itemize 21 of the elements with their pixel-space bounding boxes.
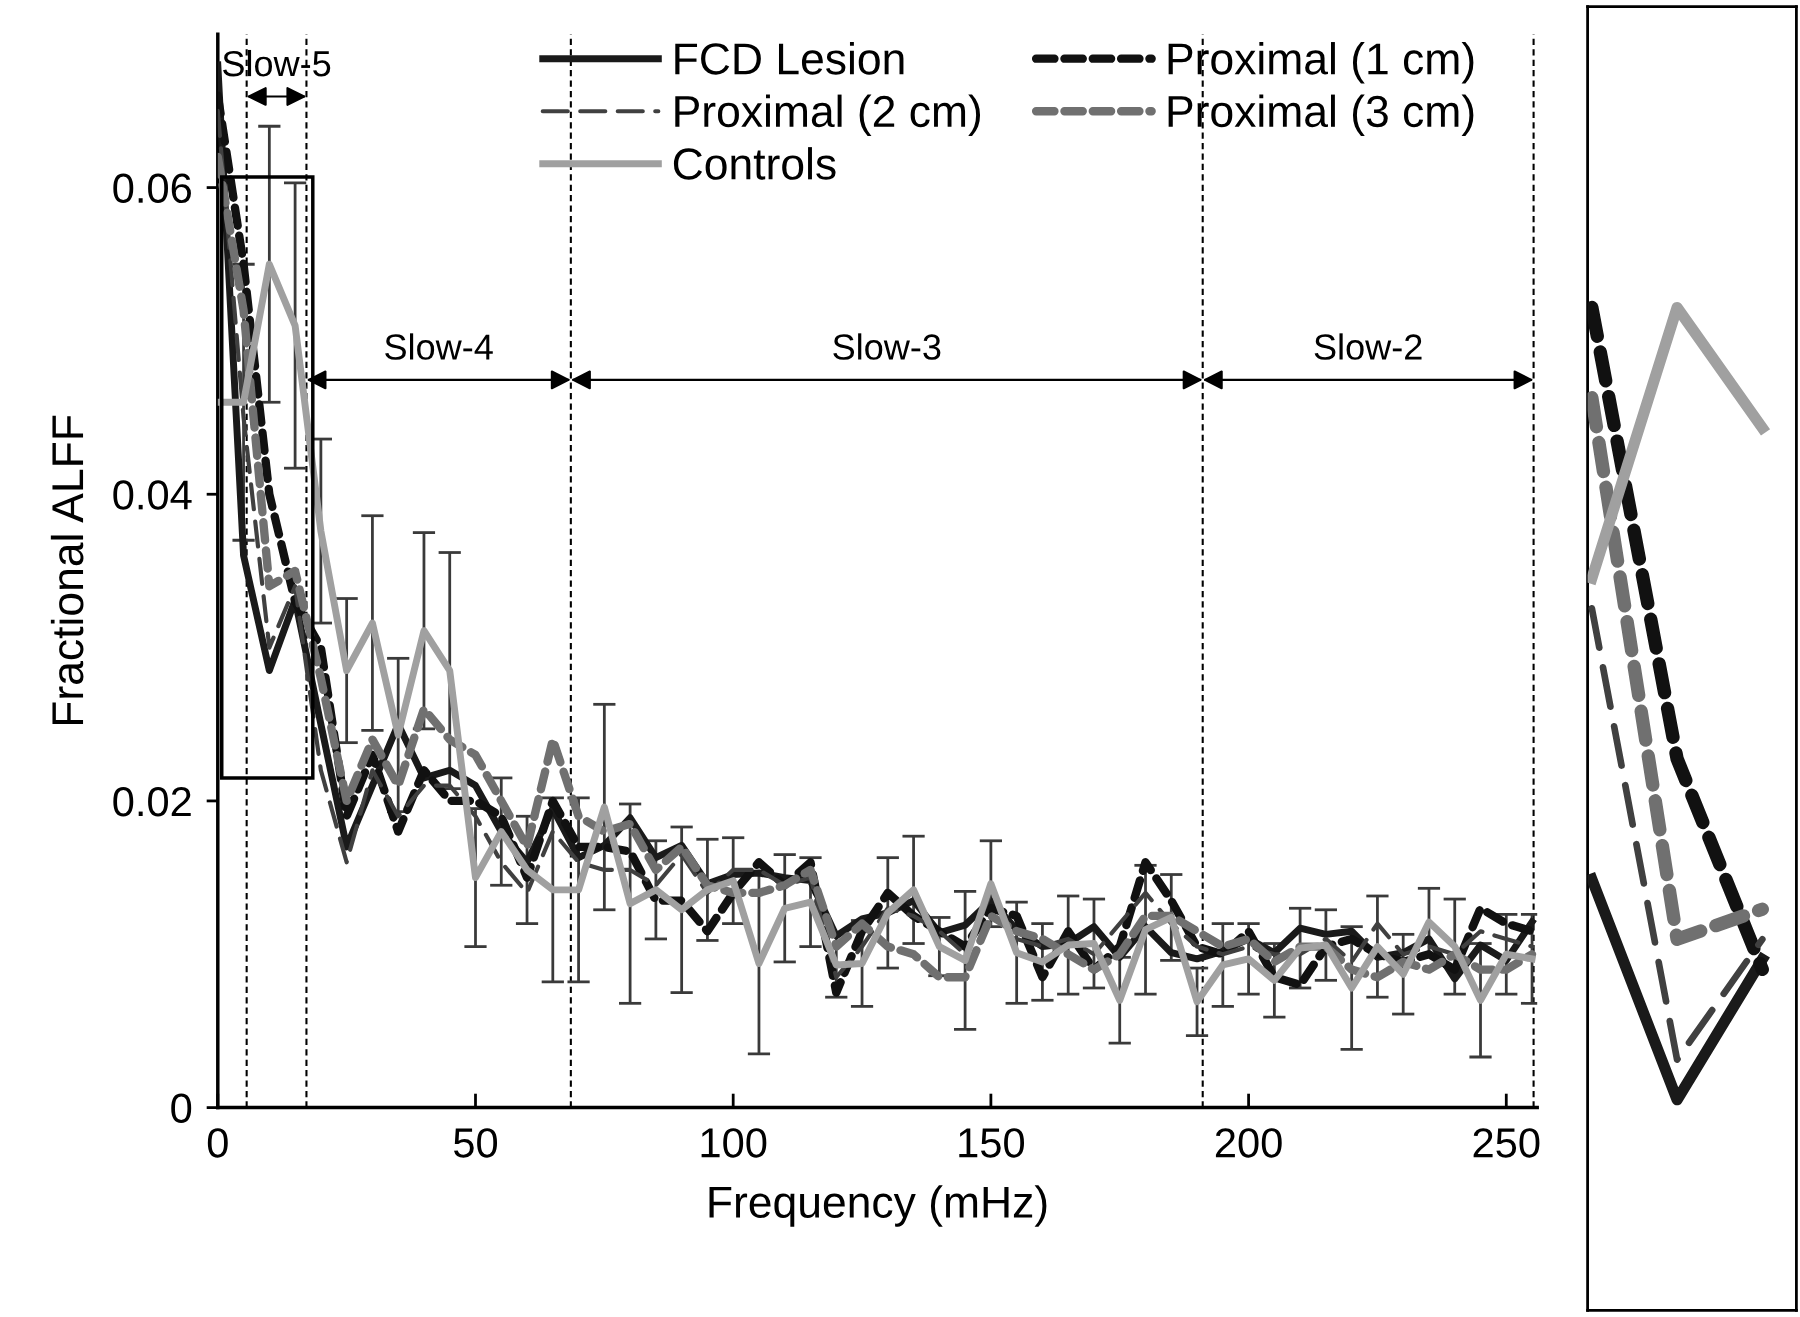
legend-label: FCD Lesion xyxy=(675,42,904,75)
y-tick-label: 0.06 xyxy=(113,173,191,204)
legend-label: Proximal (3 cm) xyxy=(1168,94,1474,136)
y-tick-label: 0.04 xyxy=(113,480,192,510)
legend-label: Proximal (2 cm) xyxy=(675,94,981,136)
annotation: Slow-5 xyxy=(223,49,331,77)
annotation: Slow-4 xyxy=(385,333,493,360)
x-tick-label: 150 xyxy=(959,1128,1025,1158)
x-axis-title: Frequency (mHz) xyxy=(709,1185,1047,1227)
annotation: Slow-3 xyxy=(833,333,941,360)
legend-label: Proximal (1 cm) xyxy=(1168,42,1474,84)
annotation: Slow-2 xyxy=(1314,333,1422,360)
legend-label: Controls xyxy=(673,147,836,180)
y-axis-title: Fractional ALFF xyxy=(50,415,84,725)
x-tick-label: 50 xyxy=(453,1128,498,1158)
y-tick-label: 0.02 xyxy=(113,786,191,817)
x-tick-label: 100 xyxy=(701,1128,767,1158)
y-tick-label: 0 xyxy=(171,1093,192,1124)
x-tick-label: 0 xyxy=(207,1128,228,1158)
x-tick-label: 250 xyxy=(1473,1128,1540,1158)
x-tick-label: 200 xyxy=(1215,1128,1282,1158)
